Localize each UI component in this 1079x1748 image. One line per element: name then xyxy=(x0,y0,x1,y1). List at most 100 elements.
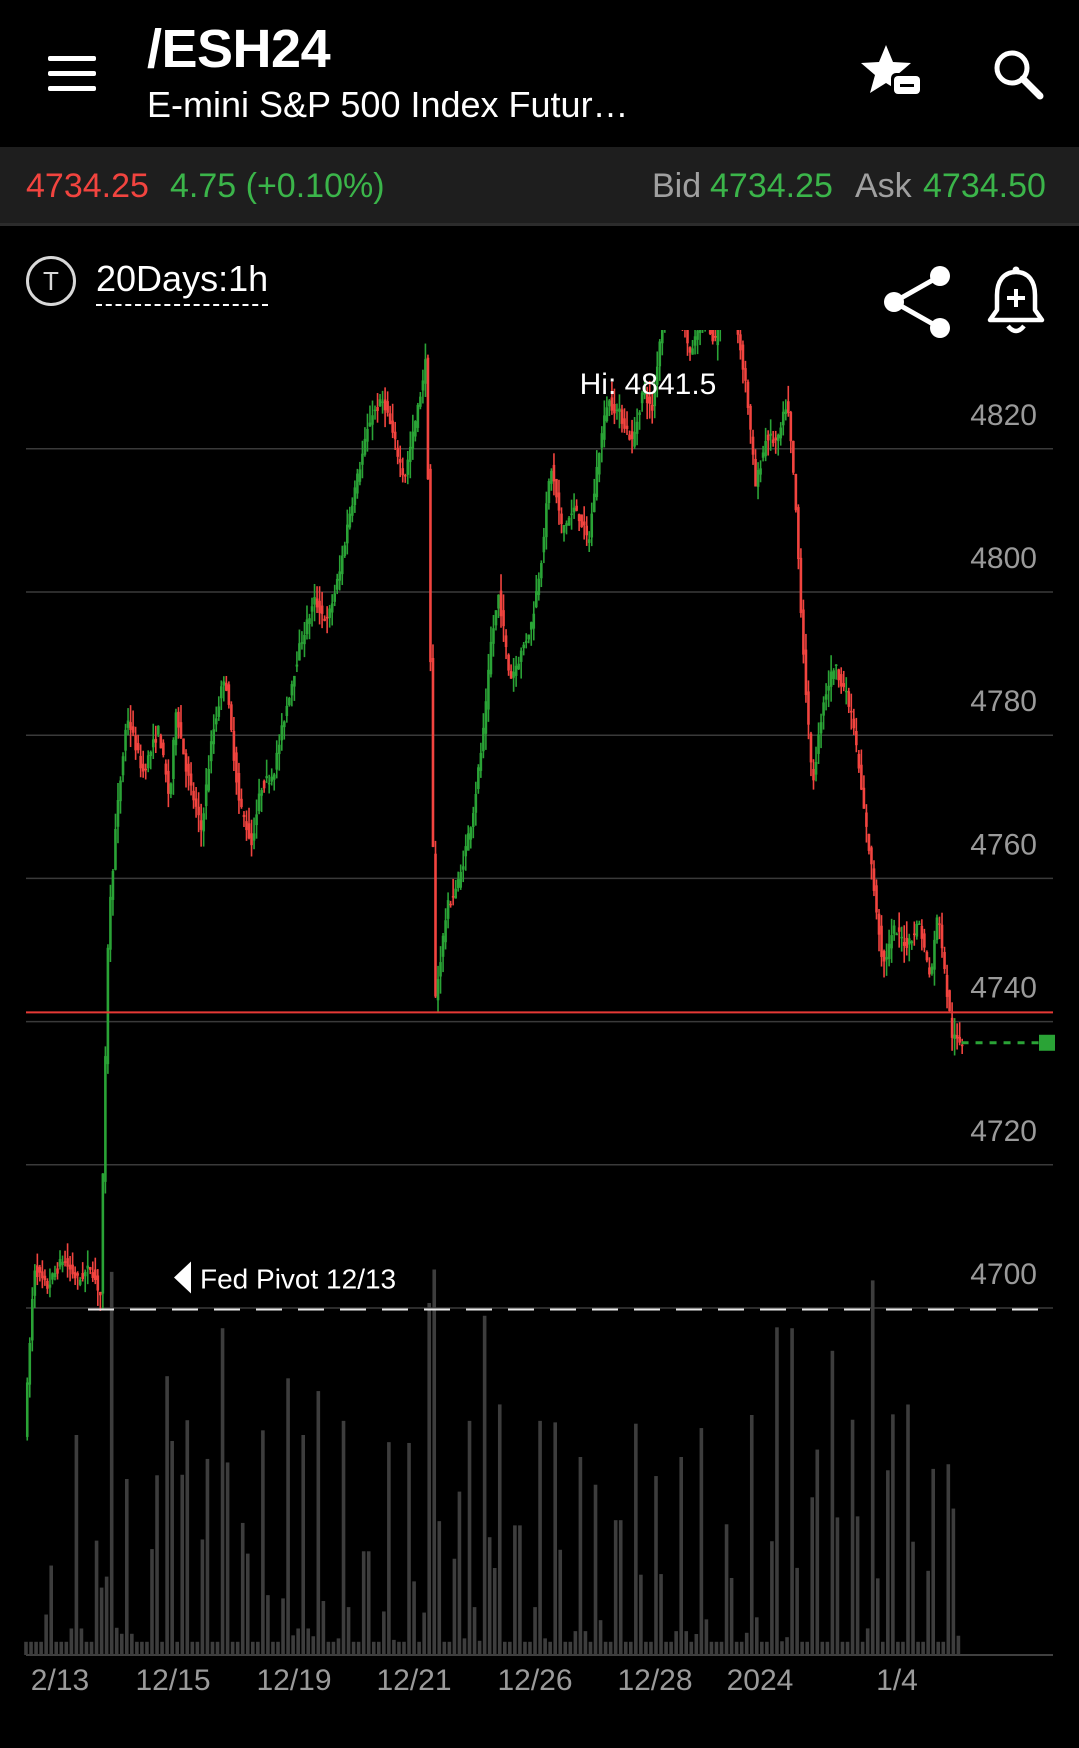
y-tick-label: 4780 xyxy=(970,685,1037,718)
candle-body xyxy=(119,780,122,802)
volume-bar xyxy=(89,1641,94,1655)
last-price-marker xyxy=(1039,1034,1055,1051)
price-chart[interactable]: 484048204800478047604740472047002/1312/1… xyxy=(0,330,1079,1720)
candle-body xyxy=(441,935,445,957)
candle-body xyxy=(822,702,825,716)
volume-bar xyxy=(125,1479,129,1655)
volume-bar xyxy=(563,1641,568,1655)
volume-bar xyxy=(361,1551,366,1655)
volume-bar xyxy=(664,1641,668,1655)
candle-body xyxy=(451,896,455,898)
candle-body xyxy=(28,1342,32,1385)
volume-bar xyxy=(825,1641,830,1655)
candle-body xyxy=(595,466,599,498)
candle-body xyxy=(852,718,856,729)
candle-body xyxy=(242,814,246,818)
search-icon[interactable] xyxy=(990,46,1046,102)
candle-body xyxy=(194,798,198,807)
candle-body xyxy=(744,368,747,381)
candle-body xyxy=(361,453,364,465)
volume-bar xyxy=(629,1641,633,1655)
candle-body xyxy=(409,446,412,462)
candle-body xyxy=(61,1261,64,1266)
candle-body xyxy=(907,938,911,945)
candle-body xyxy=(590,513,594,538)
candle-body xyxy=(217,706,221,717)
ask-label: Ask xyxy=(855,167,912,205)
volume-bar xyxy=(714,1641,719,1655)
volume-bar xyxy=(84,1641,89,1655)
candle-body xyxy=(572,507,576,513)
candle-body xyxy=(162,742,165,756)
candle-body xyxy=(552,464,556,482)
volume-bar xyxy=(387,1442,391,1655)
candle-body xyxy=(487,669,490,710)
candle-body xyxy=(482,727,485,752)
candle-body xyxy=(204,784,208,807)
volume-bar xyxy=(195,1641,200,1655)
candle-body xyxy=(542,536,546,553)
candle-body xyxy=(207,768,210,791)
candle-body xyxy=(608,400,611,407)
chart-type-badge[interactable]: T xyxy=(26,256,76,306)
volume-bar xyxy=(654,1476,658,1655)
volume-bar xyxy=(79,1628,84,1655)
candle-body xyxy=(862,787,866,809)
volume-bar xyxy=(568,1641,573,1655)
y-tick-label: 4720 xyxy=(970,1115,1037,1148)
candle-body xyxy=(698,330,702,333)
volume-bar xyxy=(331,1641,336,1655)
volume-bar xyxy=(311,1636,316,1655)
quote-bar: 4734.25 4.75 (+0.10%) Bid 4734.25 Ask 47… xyxy=(0,147,1079,226)
share-icon[interactable] xyxy=(880,264,956,340)
candle-body xyxy=(383,399,387,411)
candle-body xyxy=(459,871,462,888)
candle-body xyxy=(363,438,367,455)
candle-body xyxy=(250,833,253,846)
candle-body xyxy=(708,330,712,334)
candle-body xyxy=(202,813,205,832)
add-alert-bell-icon[interactable] xyxy=(986,266,1046,338)
candle-body xyxy=(414,421,417,437)
candle-body xyxy=(262,780,266,789)
candle-body xyxy=(603,415,606,440)
volume-bar xyxy=(755,1617,759,1655)
candle-body xyxy=(461,866,465,870)
candle-body xyxy=(83,1271,87,1277)
volume-bar xyxy=(306,1628,311,1655)
candle-body xyxy=(832,670,835,679)
candle-body xyxy=(114,829,117,870)
volume-bar xyxy=(548,1641,552,1655)
volume-bar xyxy=(190,1641,195,1655)
watchlist-star-icon[interactable] xyxy=(860,42,926,102)
volume-bar xyxy=(377,1641,381,1655)
volume-bar xyxy=(508,1641,512,1655)
candle-body xyxy=(472,813,475,827)
fed-pivot-pointer-icon xyxy=(174,1261,191,1294)
candle-body xyxy=(643,386,646,395)
volume-bar xyxy=(820,1641,825,1655)
candle-body xyxy=(540,563,543,579)
chart-period-selector[interactable]: 20Days:1h xyxy=(96,258,269,306)
candle-body xyxy=(111,870,115,900)
volume-bar xyxy=(528,1641,532,1655)
candle-body xyxy=(285,705,289,717)
volume-bar xyxy=(558,1549,563,1655)
volume-bar xyxy=(865,1628,870,1655)
volume-bar xyxy=(160,1641,164,1655)
menu-icon[interactable] xyxy=(48,56,98,92)
volume-bar xyxy=(719,1641,724,1655)
candle-body xyxy=(434,853,437,997)
candle-body xyxy=(905,937,909,948)
volume-bar xyxy=(336,1638,341,1655)
candle-body xyxy=(711,330,714,342)
candle-body xyxy=(802,609,805,655)
candle-body xyxy=(456,879,460,888)
volume-bar xyxy=(780,1641,784,1655)
price-change: 4.75 (+0.10%) xyxy=(170,167,385,205)
candle-body xyxy=(310,606,314,612)
volume-bar xyxy=(281,1598,285,1655)
candle-body xyxy=(134,735,137,751)
candle-body xyxy=(928,967,931,975)
volume-bar xyxy=(24,1641,28,1655)
